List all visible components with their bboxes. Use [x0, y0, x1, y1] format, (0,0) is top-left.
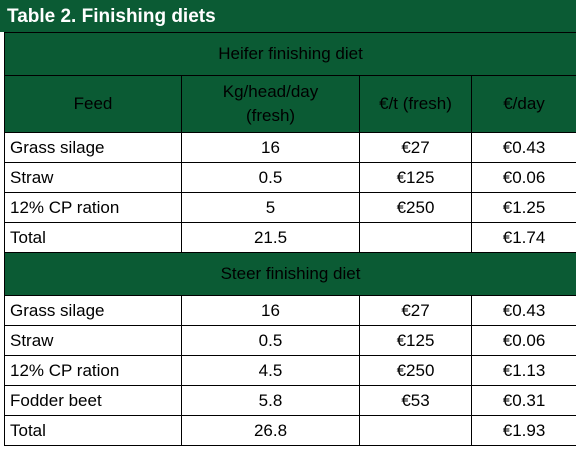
cell-price: €250 [359, 192, 472, 223]
table-row: Grass silage 16 €27 €0.43 [4, 295, 576, 326]
table-row: 12% CP ration 4.5 €250 €1.13 [4, 355, 576, 386]
cell-cost: €1.25 [470, 192, 576, 223]
column-header-kg: Kg/head/day (fresh) [181, 75, 360, 133]
cell-cost: €0.06 [470, 325, 576, 356]
column-header-kg-line1: Kg/head/day [222, 82, 319, 101]
table-row: Grass silage 16 €27 €0.43 [4, 132, 576, 163]
cell-feed: 12% CP ration [4, 355, 182, 386]
cell-feed: Total [4, 222, 182, 253]
cell-price: €125 [359, 325, 472, 356]
cell-feed: Straw [4, 325, 182, 356]
cell-cost: €1.74 [470, 222, 576, 253]
table-row: Fodder beet 5.8 €53 €0.31 [4, 385, 576, 416]
table-row: Straw 0.5 €125 €0.06 [4, 162, 576, 193]
cell-kg: 16 [181, 132, 360, 163]
cell-cost: €0.31 [470, 385, 576, 416]
cell-price: €53 [359, 385, 472, 416]
column-header-price: €/t (fresh) [359, 75, 472, 133]
column-header-cost: €/day [470, 75, 576, 133]
cell-feed: Grass silage [4, 132, 182, 163]
cell-price: €250 [359, 355, 472, 386]
cell-feed: Fodder beet [4, 385, 182, 416]
cell-price [359, 222, 472, 253]
section-title-steer: Steer finishing diet [3, 252, 576, 296]
section-heading-row: Steer finishing diet [3, 252, 576, 296]
cell-kg: 0.5 [181, 162, 360, 193]
cell-kg: 26.8 [181, 415, 360, 446]
finishing-diets-table: Heifer finishing diet Feed Kg/head/day (… [3, 32, 576, 446]
cell-kg: 5 [181, 192, 360, 223]
total-row: Total 26.8 €1.93 [4, 415, 576, 446]
section-title-heifer: Heifer finishing diet [3, 32, 576, 76]
cell-feed: Straw [4, 162, 182, 193]
cell-kg: 21.5 [181, 222, 360, 253]
cell-feed: Total [4, 415, 182, 446]
cell-kg: 16 [181, 295, 360, 326]
cell-price [359, 415, 472, 446]
cell-kg: 0.5 [181, 325, 360, 356]
cell-cost: €1.13 [470, 355, 576, 386]
cell-price: €125 [359, 162, 472, 193]
column-header-feed: Feed [4, 75, 182, 133]
section-heading-row: Heifer finishing diet [3, 32, 576, 76]
column-header-kg-line2: (fresh) [245, 106, 296, 125]
cell-price: €27 [359, 295, 472, 326]
cell-price: €27 [359, 132, 472, 163]
table-row: 12% CP ration 5 €250 €1.25 [4, 192, 576, 223]
column-header-row: Feed Kg/head/day (fresh) €/t (fresh) €/d… [4, 75, 576, 133]
cell-cost: €0.43 [470, 132, 576, 163]
cell-feed: 12% CP ration [4, 192, 182, 223]
cell-cost: €0.43 [470, 295, 576, 326]
cell-kg: 4.5 [181, 355, 360, 386]
table-row: Straw 0.5 €125 €0.06 [4, 325, 576, 356]
cell-kg: 5.8 [181, 385, 360, 416]
total-row: Total 21.5 €1.74 [4, 222, 576, 253]
cell-cost: €0.06 [470, 162, 576, 193]
table-caption: Table 2. Finishing diets [0, 0, 576, 32]
cell-cost: €1.93 [470, 415, 576, 446]
cell-feed: Grass silage [4, 295, 182, 326]
